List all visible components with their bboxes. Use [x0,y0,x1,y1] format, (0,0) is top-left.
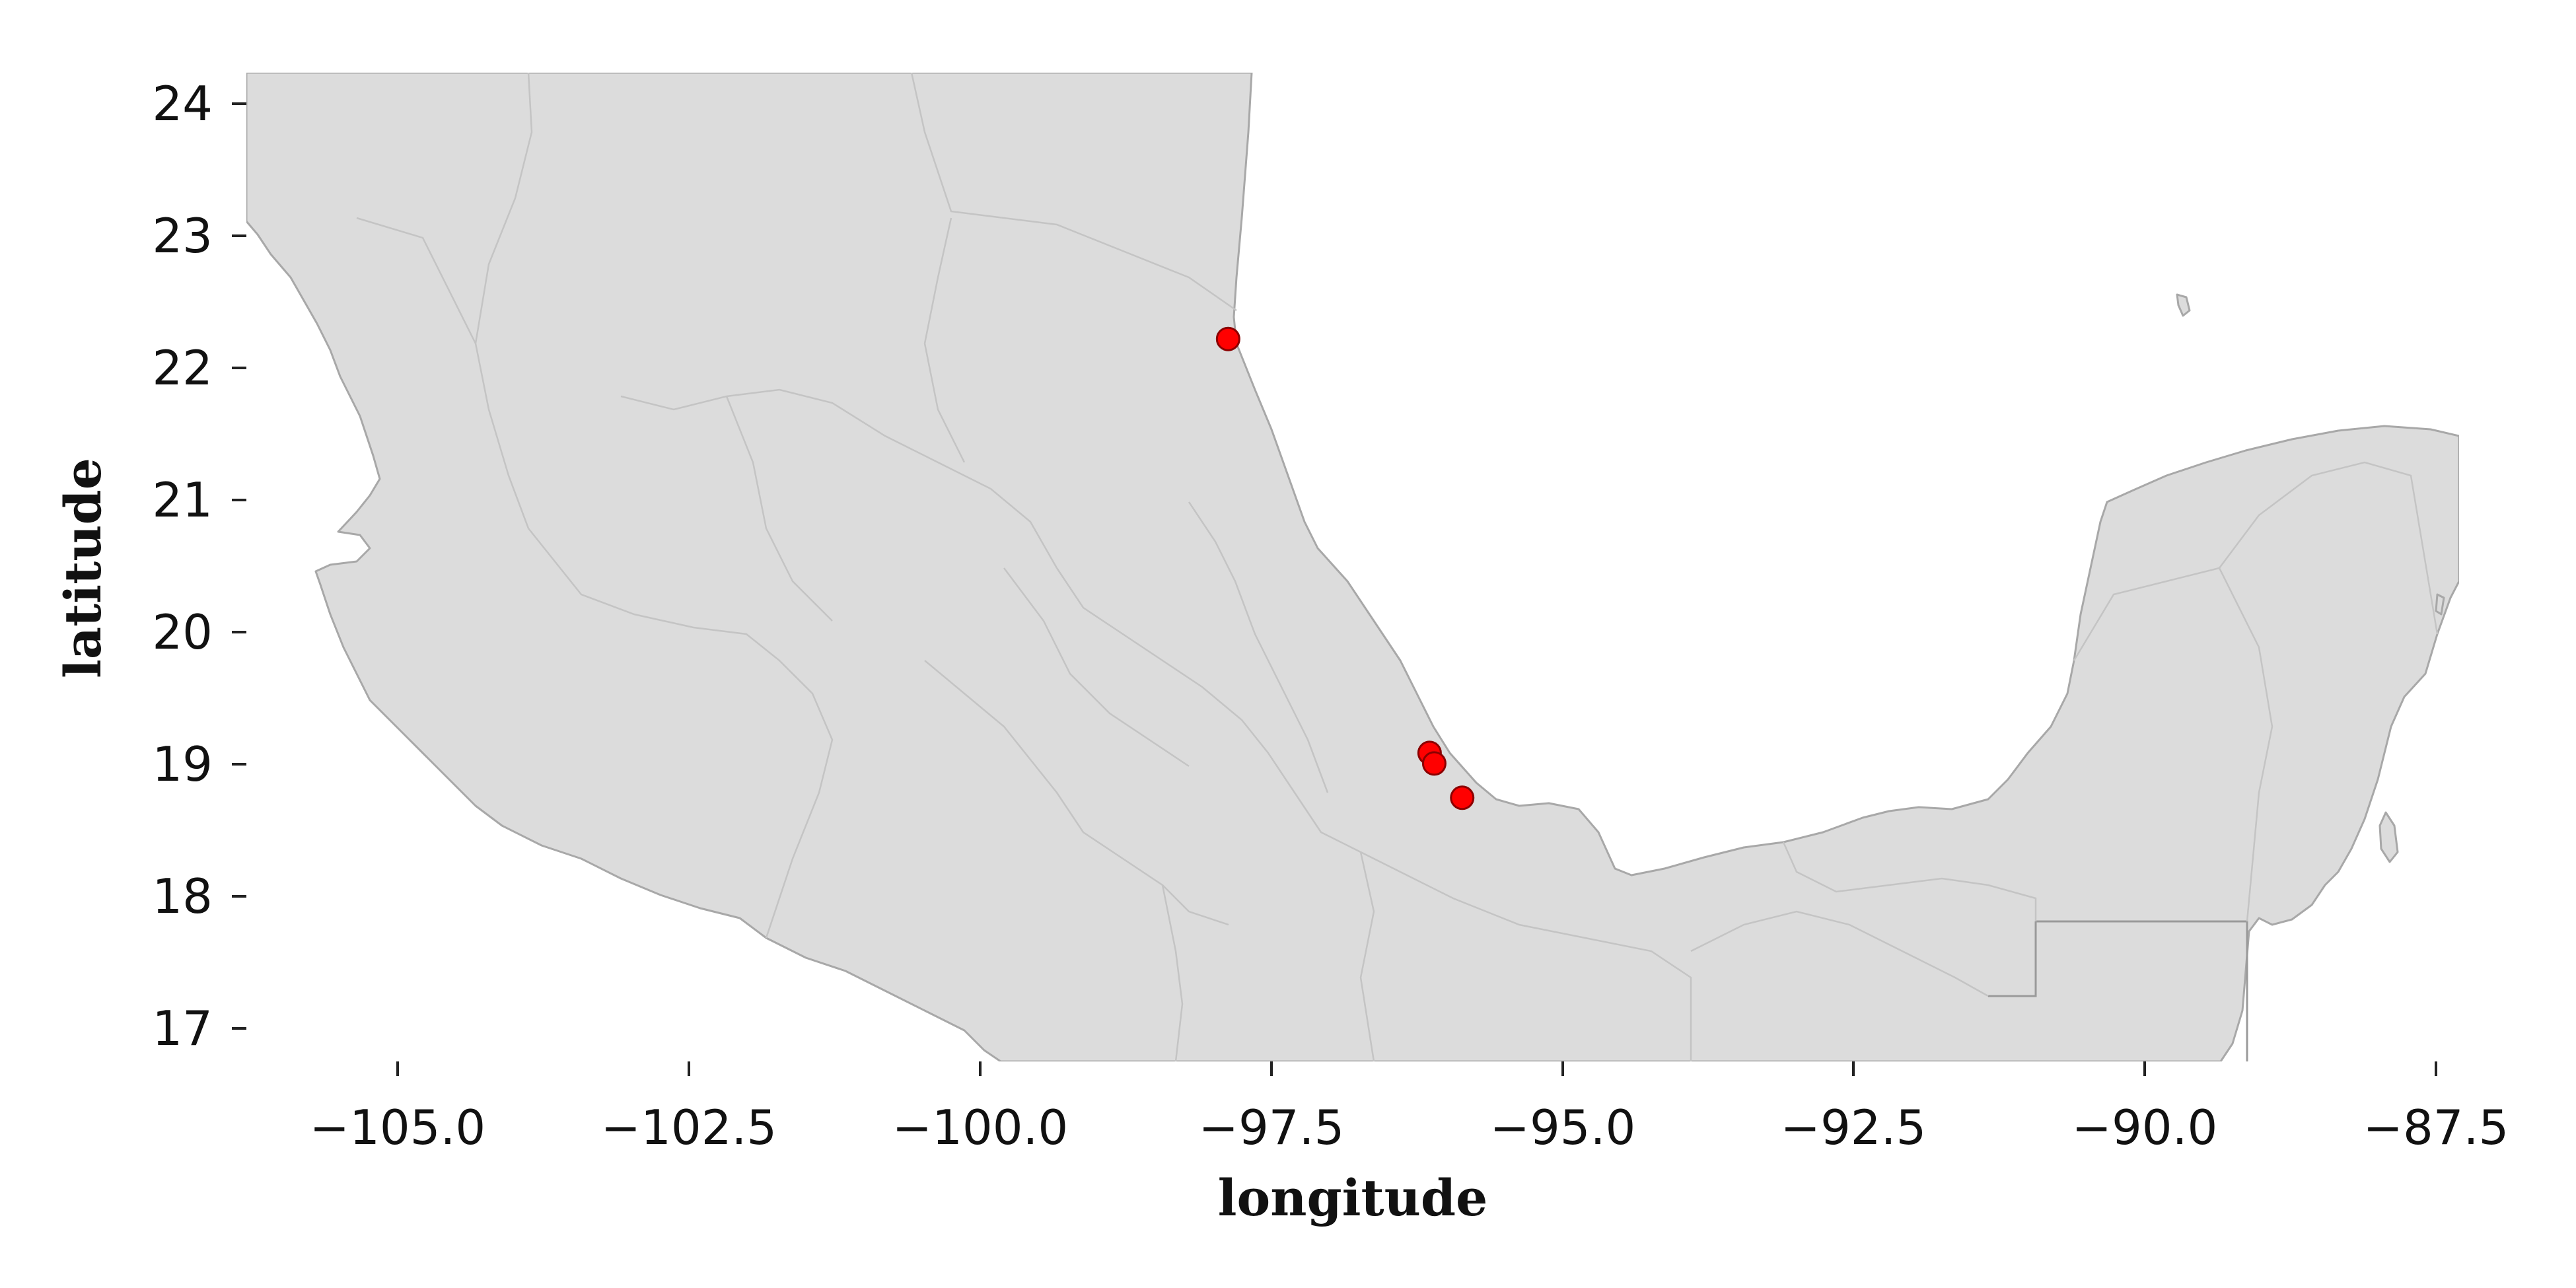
x-axis-title: longitude [1218,1168,1488,1227]
x-tick-label: −87.5 [2363,1100,2509,1155]
y-tick-label: 18 [152,869,213,924]
x-tick-label: −105.0 [310,1100,485,1155]
plot-area [246,73,2459,1061]
mexico-landmass [246,73,2459,1061]
location-point [1421,751,1447,776]
x-tick-label: −92.5 [1781,1100,1927,1155]
x-tick-label: −95.0 [1490,1100,1636,1155]
cayo-arcas [2176,293,2191,317]
x-tick-label: −97.5 [1199,1100,1345,1155]
y-tick-label: 21 [152,472,213,528]
y-axis-title: latitude [54,458,112,678]
location-point [1215,326,1240,351]
x-tick-label: −100.0 [892,1100,1068,1155]
y-tick-label: 19 [152,736,213,792]
points-layer [1215,326,1475,810]
x-tick-label: −102.5 [601,1100,777,1155]
y-tick-label: 23 [152,208,213,264]
y-axis: 17 18 19 20 21 22 23 24 [152,76,246,1056]
location-point [1450,785,1475,810]
x-tick-label: −90.0 [2072,1100,2218,1155]
y-tick-label: 17 [152,1001,213,1056]
isla-mujeres [2435,593,2445,616]
y-tick-label: 22 [152,340,213,396]
x-axis: −105.0 −102.5 −100.0 −97.5 −95.0 −92.5 −… [310,1061,2509,1155]
state-boundaries [356,73,2439,1061]
y-tick-label: 20 [152,604,213,660]
cozumel-island [2379,811,2399,863]
y-tick-label: 24 [152,76,213,131]
